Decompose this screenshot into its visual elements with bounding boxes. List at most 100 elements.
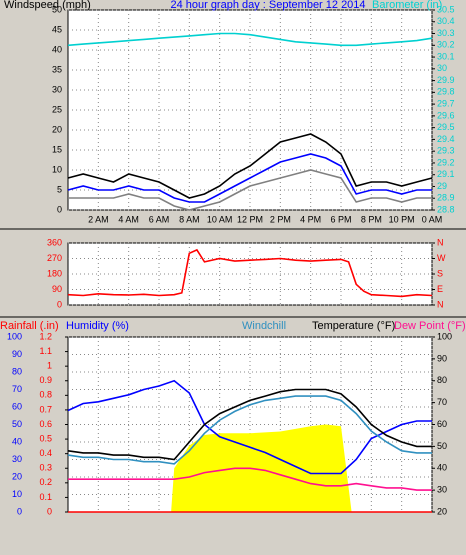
y3-tick-label: 0: [47, 506, 52, 516]
y3-tick-label: 0.8: [39, 390, 52, 400]
y2-tick-label: 29.7: [437, 98, 455, 108]
y-tick-label: 0: [57, 299, 62, 309]
x-tick-label: 2 PM: [270, 214, 291, 224]
y3-tick-label: 0.4: [39, 448, 52, 458]
y3-tick-label: 0.7: [39, 404, 52, 414]
y2-tick-label: 28.9: [437, 193, 455, 203]
y-tick-label: 70: [12, 384, 22, 394]
line: [67, 379, 432, 475]
y2-tick-label: 29.2: [437, 157, 455, 167]
x-tick-label: 2 AM: [88, 214, 109, 224]
y2-tick-label: 30.5: [437, 4, 455, 14]
line: [67, 395, 432, 465]
y2-tick-label: N: [437, 237, 444, 247]
y3-tick-label: 0.2: [39, 477, 52, 487]
header-label: Humidity (%): [66, 320, 129, 332]
x-tick-label: 10 PM: [389, 214, 415, 224]
y2-tick-label: 30: [437, 485, 447, 495]
y2-tick-label: 60: [437, 419, 447, 429]
y-tick-label: 5: [57, 184, 62, 194]
y2-tick-label: 70: [437, 397, 447, 407]
y3-tick-label: 1.2: [39, 331, 52, 341]
line: [67, 248, 433, 298]
header-label: Rainfall (.in): [0, 320, 59, 332]
y2-tick-label: 29.5: [437, 122, 455, 132]
y2-tick-label: 29.9: [437, 75, 455, 85]
y2-tick-label: 29.4: [437, 134, 455, 144]
y2-tick-label: 30: [437, 63, 447, 73]
y-tick-label: 40: [52, 44, 62, 54]
header-label: Windchill: [242, 320, 286, 332]
x-tick-label: 8 AM: [179, 214, 200, 224]
y3-tick-label: 1.1: [39, 346, 52, 356]
header-label: Barometer (in): [372, 0, 442, 11]
y-tick-label: 180: [47, 268, 62, 278]
y-tick-label: 80: [12, 366, 22, 376]
y2-tick-label: 28.8: [437, 204, 455, 214]
y-tick-label: 15: [52, 144, 62, 154]
y2-tick-label: 30.4: [437, 16, 455, 26]
y-tick-label: 20: [12, 471, 22, 481]
y-tick-label: 45: [52, 24, 62, 34]
y-tick-label: 40: [12, 436, 22, 446]
y-tick-label: 90: [12, 349, 22, 359]
y-tick-label: 25: [52, 104, 62, 114]
y2-tick-label: 29.8: [437, 87, 455, 97]
x-tick-label: 12 PM: [237, 214, 263, 224]
y-tick-label: 50: [12, 419, 22, 429]
y2-tick-label: 29.3: [437, 146, 455, 156]
line: [67, 133, 433, 199]
x-tick-label: 6 AM: [149, 214, 170, 224]
y3-tick-label: 0.3: [39, 463, 52, 473]
line: [67, 153, 432, 203]
line: [67, 32, 433, 47]
y2-tick-label: 50: [437, 441, 447, 451]
header-label: Dew Point (°F): [394, 320, 466, 332]
y2-tick-label: 30.3: [437, 28, 455, 38]
y2-tick-label: 30.1: [437, 51, 455, 61]
y-tick-label: 0: [57, 204, 62, 214]
y-tick-label: 30: [12, 454, 22, 464]
y-tick-label: 360: [47, 237, 62, 247]
line: [68, 467, 432, 491]
y2-tick-label: 20: [437, 506, 447, 516]
y-tick-label: 0: [17, 506, 22, 516]
y2-tick-label: 80: [437, 375, 447, 385]
x-tick-label: 0 AM: [422, 214, 443, 224]
y-tick-label: 30: [52, 84, 62, 94]
x-tick-label: 4 PM: [300, 214, 321, 224]
y-tick-label: 90: [52, 284, 62, 294]
y2-tick-label: 40: [437, 463, 447, 473]
y-tick-label: 60: [12, 401, 22, 411]
y2-tick-label: 100: [437, 331, 452, 341]
y2-tick-label: 29.6: [437, 110, 455, 120]
y-tick-label: 20: [52, 124, 62, 134]
x-tick-label: 10 AM: [207, 214, 233, 224]
header-label: 24 hour graph day : September 12 2014: [170, 0, 365, 11]
y-tick-label: 10: [12, 489, 22, 499]
y2-tick-label: 30.2: [437, 40, 455, 50]
y2-tick-label: N: [437, 299, 444, 309]
x-tick-label: 6 PM: [330, 214, 351, 224]
x-tick-label: 4 AM: [118, 214, 139, 224]
header-label: Windspeed (mph): [4, 0, 91, 11]
y2-tick-label: E: [437, 284, 443, 294]
line: [68, 169, 432, 211]
y3-tick-label: 0.9: [39, 375, 52, 385]
x-tick-label: 8 PM: [361, 214, 382, 224]
y-tick-label: 270: [47, 253, 62, 263]
y-tick-label: 35: [52, 64, 62, 74]
y3-tick-label: 1: [47, 361, 52, 371]
y3-tick-label: 0.1: [39, 492, 52, 502]
area: [171, 424, 352, 512]
line: [67, 388, 432, 461]
y2-tick-label: 29: [437, 181, 447, 191]
y2-tick-label: S: [437, 268, 443, 278]
y-tick-label: 10: [52, 164, 62, 174]
y2-tick-label: W: [437, 253, 446, 263]
y-tick-label: 100: [7, 331, 22, 341]
y-tick-label: 50: [52, 4, 62, 14]
y2-tick-label: 90: [437, 353, 447, 363]
y3-tick-label: 0.6: [39, 419, 52, 429]
